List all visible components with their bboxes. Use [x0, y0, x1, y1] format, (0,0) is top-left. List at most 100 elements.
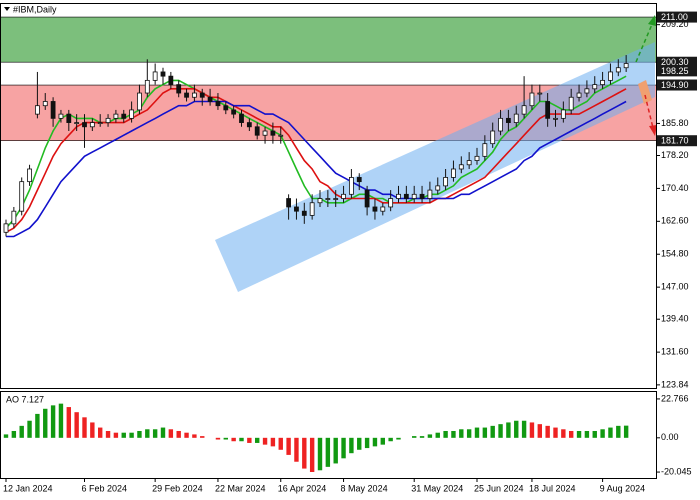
ao-bar [215, 437, 221, 440]
ao-bar [466, 429, 472, 438]
candle-body [207, 96, 213, 102]
candle-body [19, 181, 25, 212]
stop-arrow-head [649, 125, 657, 136]
candle-body [341, 193, 346, 199]
candle-body [50, 101, 56, 119]
ao-bar [623, 425, 629, 438]
ao-bar [498, 424, 503, 438]
candle-body [364, 189, 370, 208]
ao-bar [364, 437, 370, 449]
target-arrow [635, 21, 654, 63]
candle-body [11, 210, 17, 225]
ao-bar [341, 437, 346, 459]
ao-bar [576, 430, 582, 438]
candle-body [82, 122, 87, 128]
ao-bar [474, 427, 480, 438]
candle-body [121, 113, 127, 119]
candle-body [3, 223, 9, 233]
price-level-box [657, 11, 697, 23]
ao-bar [616, 425, 621, 438]
candle-body [137, 92, 142, 111]
candle-body [215, 101, 221, 107]
ao-bar [294, 437, 299, 462]
candle-body [592, 84, 598, 90]
candle-body [35, 105, 40, 115]
candle-body [105, 117, 111, 123]
plot [3, 55, 629, 472]
candle-body [160, 71, 166, 77]
ao-bar [90, 422, 95, 438]
y-tick-label: 0.00 [661, 432, 679, 442]
ao-bar [200, 436, 205, 438]
candle-body [294, 206, 299, 212]
price-level-label: 194.90 [661, 80, 689, 90]
ao-bar [451, 430, 456, 438]
ao-bar [443, 430, 448, 438]
ao-bar [35, 413, 40, 438]
title-marker [4, 7, 10, 11]
candle-body [152, 71, 158, 81]
ao-bar [74, 412, 79, 438]
ao-bar [98, 427, 103, 438]
ao-bar [50, 405, 56, 438]
y-tick-label: 131.60 [661, 347, 689, 357]
candle-body [66, 113, 72, 123]
candle-body [568, 96, 574, 111]
price-level-label: 181.70 [661, 136, 689, 146]
ao-bar [325, 437, 331, 467]
candle-body [498, 117, 503, 132]
ao-bar [569, 430, 574, 438]
candle-body [608, 71, 613, 81]
ao-bar [184, 432, 189, 438]
ao-bar [482, 427, 488, 438]
candle-body [419, 193, 425, 199]
candle-body [168, 75, 174, 85]
x-tick-label: 6 Feb 2024 [82, 483, 128, 493]
ao-bar [231, 437, 236, 442]
candle-body [199, 92, 205, 98]
price-level-box [657, 65, 697, 77]
candle-body [623, 63, 629, 69]
candle-body [466, 160, 472, 166]
ao-bar [592, 430, 597, 438]
ao-bar [121, 432, 126, 438]
candle-body [411, 193, 417, 199]
y-tick-label: 170.40 [661, 183, 689, 193]
ao-bar [357, 437, 362, 450]
ao-bar [396, 437, 401, 440]
ao-bar [537, 424, 542, 438]
candle-body [113, 113, 119, 119]
y-tick-label: 139.40 [661, 314, 689, 324]
ao-bar [58, 403, 64, 438]
ao-bar [372, 437, 378, 447]
ao-bar [19, 425, 24, 438]
ao-bar [584, 430, 590, 438]
candle-body [372, 206, 378, 212]
x-tick-label: 12 Jan 2024 [3, 483, 53, 493]
candle-body [333, 198, 339, 200]
candle-body [42, 101, 48, 107]
stop-arrow [644, 94, 654, 129]
candle-body [443, 177, 449, 187]
candle-body [388, 198, 394, 208]
x-tick-label: 29 Feb 2024 [152, 483, 203, 493]
candle-body [545, 101, 551, 119]
price-level-label: 200.30 [661, 57, 689, 67]
ao-bar [11, 430, 17, 438]
candle-body [615, 67, 621, 73]
ao-bar [388, 437, 393, 442]
candle-body [262, 130, 268, 136]
candle-body [239, 113, 244, 123]
candle-body [521, 105, 527, 115]
candle-body [301, 210, 307, 216]
ao-bar [506, 422, 511, 438]
ao-bar [113, 432, 119, 438]
candle-body [176, 84, 182, 94]
y-tick-label: 147.00 [661, 282, 689, 292]
candle-body [584, 88, 590, 94]
ao-bar [427, 434, 433, 438]
ao-bar [514, 420, 519, 438]
candle-body [286, 198, 292, 208]
x-tick-label: 8 May 2024 [341, 483, 388, 493]
